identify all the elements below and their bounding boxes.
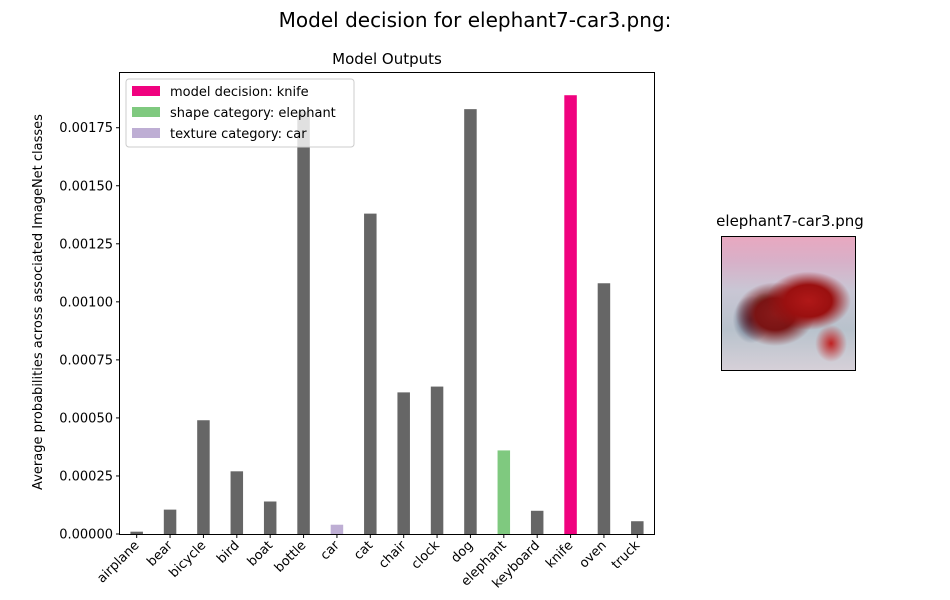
legend-swatch-shape bbox=[132, 107, 160, 117]
bar-truck bbox=[631, 521, 644, 534]
thumbnail-panel: elephant7-car3.png bbox=[700, 212, 880, 371]
figure-title: Model decision for elephant7-car3.png: bbox=[278, 8, 672, 32]
plot-frame bbox=[119, 72, 655, 535]
x-tick-label: bird bbox=[214, 538, 242, 566]
x-tick-label: cat bbox=[351, 538, 376, 563]
bar-keyboard bbox=[530, 510, 544, 534]
legend-label-texture: texture category: car bbox=[170, 127, 307, 142]
legend-swatch-texture bbox=[132, 128, 160, 138]
x-tick-label: airplane bbox=[94, 538, 142, 586]
bar-bear bbox=[163, 509, 177, 534]
y-axis-label: Average probabilities across associated … bbox=[31, 114, 46, 490]
legend-swatch-decision bbox=[132, 86, 160, 96]
bar-chair bbox=[397, 392, 410, 534]
x-tick-label: truck bbox=[609, 538, 644, 573]
y-tick-label: 0.00025 bbox=[59, 469, 113, 484]
bar-dog bbox=[464, 109, 477, 535]
bar-bottle bbox=[297, 111, 310, 534]
bar-boat bbox=[263, 501, 277, 534]
x-tick-label: dog bbox=[448, 538, 476, 566]
legend-box bbox=[125, 78, 355, 148]
bar-bicycle bbox=[197, 420, 210, 534]
x-tick-label: knife bbox=[543, 538, 576, 571]
bar-car bbox=[330, 524, 344, 534]
bar-clock bbox=[430, 386, 444, 534]
x-tick-label: car bbox=[318, 538, 344, 564]
bar-airplane bbox=[130, 531, 143, 534]
bar-knife bbox=[564, 95, 577, 535]
bar-elephant bbox=[497, 450, 511, 534]
legend-label-shape: shape category: elephant bbox=[170, 106, 336, 121]
y-tick-label: 0.00100 bbox=[59, 295, 113, 310]
bar-cat bbox=[364, 213, 377, 534]
x-tick-label: bicycle bbox=[167, 538, 210, 581]
y-tick-label: 0.00050 bbox=[59, 411, 113, 426]
y-tick-label: 0.00075 bbox=[59, 353, 113, 368]
x-tick-label: bottle bbox=[272, 538, 309, 575]
legend: model decision: knife shape category: ele… bbox=[125, 78, 355, 148]
x-tick-label: clock bbox=[409, 538, 444, 573]
x-tick-label: oven bbox=[577, 538, 610, 571]
thumbnail-title: elephant7-car3.png bbox=[716, 212, 864, 230]
bars-group bbox=[130, 95, 644, 535]
bar-bird bbox=[230, 471, 244, 534]
y-ticks-group: 0.00000 0.00025 0.00050 0.00075 0.00100 0.001… bbox=[59, 121, 120, 543]
y-tick-label: 0.00125 bbox=[59, 237, 113, 252]
legend-label-decision: model decision: knife bbox=[170, 85, 309, 100]
stimulus-image bbox=[721, 236, 856, 371]
bar-oven bbox=[597, 283, 611, 534]
y-tick-label: 0.00175 bbox=[59, 121, 113, 136]
y-tick-label: 0.00150 bbox=[59, 179, 113, 194]
chart-title: Model Outputs bbox=[332, 50, 442, 68]
y-tick-label: 0.00000 bbox=[59, 528, 113, 543]
x-tick-label: chair bbox=[376, 538, 410, 572]
